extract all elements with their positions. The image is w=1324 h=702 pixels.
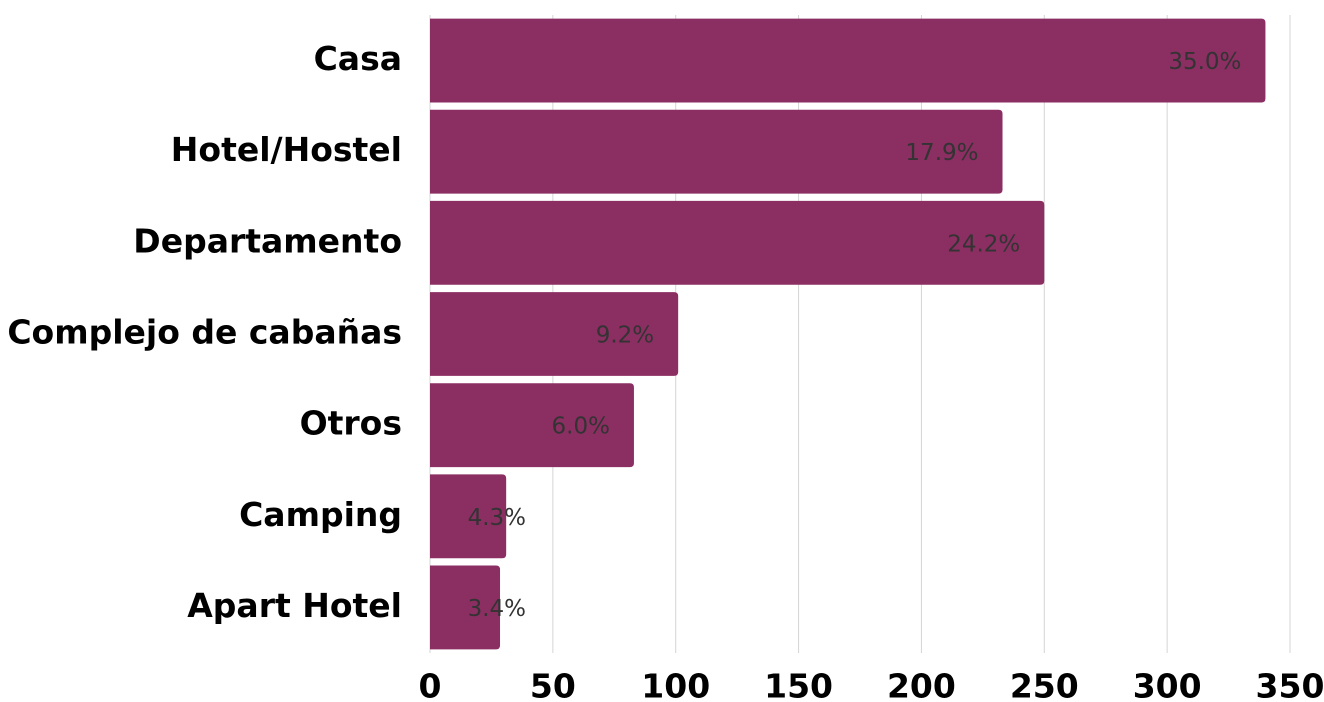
- bar: [430, 474, 507, 559]
- value-label: 3.4%: [468, 596, 526, 622]
- bar: [430, 18, 1266, 103]
- category-label: Camping: [239, 495, 402, 534]
- value-label: 35.0%: [1168, 49, 1241, 75]
- x-tick-label: 200: [887, 667, 956, 702]
- x-tick-label: 250: [1010, 667, 1079, 702]
- bar: [430, 292, 679, 376]
- value-label: 17.9%: [905, 140, 978, 166]
- value-label: 6.0%: [552, 414, 610, 440]
- category-label: Apart Hotel: [187, 586, 402, 625]
- bar: [430, 109, 1003, 194]
- category-label: Complejo de cabañas: [7, 313, 402, 352]
- value-label: 24.2%: [947, 231, 1020, 257]
- bar: [430, 200, 1045, 285]
- value-label: 9.2%: [596, 323, 654, 349]
- x-tick-label: 0: [419, 667, 442, 702]
- bar: [430, 383, 634, 468]
- bar: [430, 565, 501, 650]
- category-label: Departamento: [133, 221, 402, 260]
- category-label: Otros: [300, 404, 402, 443]
- x-tick-label: 100: [641, 667, 710, 702]
- category-label: Hotel/Hostel: [171, 130, 402, 169]
- category-label: Casa: [314, 39, 402, 78]
- x-tick-label: 350: [1256, 667, 1324, 702]
- x-tick-label: 50: [530, 667, 576, 702]
- x-tick-label: 150: [764, 667, 833, 702]
- value-label: 4.3%: [468, 505, 526, 531]
- x-tick-label: 300: [1133, 667, 1202, 702]
